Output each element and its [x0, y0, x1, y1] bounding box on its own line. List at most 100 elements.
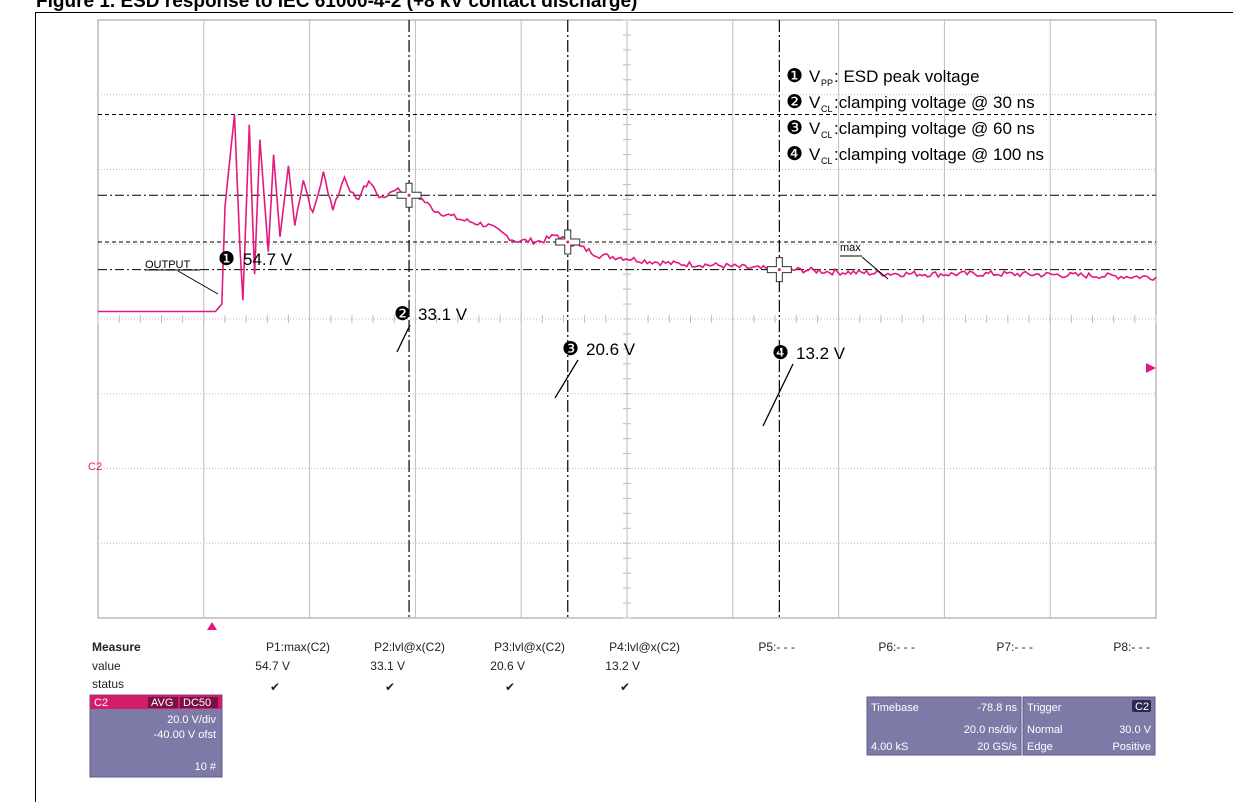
legend-subscript: CL	[821, 130, 833, 140]
cursor-cross-marker	[555, 229, 581, 255]
legend-text: : ESD peak voltage	[834, 67, 980, 86]
measure-column: P6:- - -	[878, 640, 915, 654]
measure-param-value: 20.6 V	[490, 659, 525, 673]
grid	[97, 19, 1157, 619]
measure-status-check: ✔	[270, 680, 280, 694]
cross-center	[566, 240, 570, 244]
measure-param-name: P7:- - -	[996, 640, 1033, 654]
measure-param-value: 13.2 V	[605, 659, 640, 673]
trigger-source: C2	[1135, 701, 1149, 713]
channel-badge-avg-bg	[148, 697, 178, 708]
legend: ❶ V PP : ESD peak voltage ❷ V CL :clampi…	[786, 66, 1044, 166]
callout-leader	[762, 363, 794, 427]
measure-column: P1:max(C2) 54.7 V ✔	[255, 640, 330, 694]
timebase-tdiv: 20.0 ns/div	[964, 724, 1018, 736]
legend-number: ❹	[786, 144, 803, 165]
page-header: Figure 1. ESD response to IEC 61000-4-2 …	[36, 0, 638, 12]
trigger-mode: Normal	[1027, 724, 1062, 736]
callout-2: ❷ 33.1 V	[394, 304, 468, 353]
cross-center	[777, 268, 781, 272]
trigger-level: 30.0 V	[1119, 724, 1151, 736]
legend-item-3: ❸ V CL :clamping voltage @ 60 ns	[786, 118, 1035, 140]
timebase-panel[interactable]: Timebase -78.8 ns 20.0 ns/div 4.00 kS 20…	[866, 696, 1022, 756]
callout-value: 54.7 V	[243, 250, 293, 269]
trigger-panel[interactable]: Trigger C2 Normal 30.0 V Edge Positive	[1022, 696, 1156, 756]
legend-symbol: V	[809, 67, 821, 86]
measure-param-name: P1:max(C2)	[266, 640, 330, 654]
callout-number: ❶	[218, 249, 235, 270]
legend-item-4: ❹ V CL :clamping voltage @ 100 ns	[786, 144, 1044, 166]
figure-frame	[35, 12, 1233, 802]
legend-subscript: CL	[821, 104, 833, 114]
measure-column: P8:- - -	[1113, 640, 1150, 654]
channel-badge-avg: AVG	[151, 697, 173, 709]
measure-param-value: 54.7 V	[255, 659, 290, 673]
channel-vdiv: 20.0 V/div	[167, 714, 216, 726]
callout-4: ❹ 13.2 V	[762, 343, 846, 427]
legend-item-2: ❷ V CL :clamping voltage @ 30 ns	[786, 92, 1035, 114]
measure-row-status-label: status	[92, 677, 124, 691]
legend-number: ❸	[786, 118, 803, 139]
legend-item-1: ❶ V PP : ESD peak voltage	[786, 66, 980, 88]
measure-row-value-label: value	[92, 659, 121, 673]
max-label: max	[840, 242, 861, 254]
legend-subscript: PP	[821, 78, 833, 88]
callout-leader	[554, 359, 579, 399]
timebase-samples: 4.00 kS	[871, 741, 908, 753]
measure-column: P7:- - -	[996, 640, 1033, 654]
measure-status-check: ✔	[505, 680, 515, 694]
reference-lines	[98, 114, 1156, 271]
legend-symbol: V	[809, 119, 821, 138]
callout-leader	[396, 324, 411, 353]
measure-status-check: ✔	[620, 680, 630, 694]
trigger-position-arrow	[207, 622, 217, 630]
timebase-rate: 20 GS/s	[977, 741, 1017, 753]
channel-panel[interactable]: C2 AVG DC50 20.0 V/div -40.00 V ofst 10 …	[89, 694, 223, 778]
cursor-cross-marker	[766, 257, 792, 283]
legend-text: :clamping voltage @ 30 ns	[834, 93, 1035, 112]
channel-badge-dc50-bg	[180, 697, 218, 708]
callout-number: ❷	[394, 304, 411, 325]
channel-count: 10 #	[195, 761, 217, 773]
measure-param-name: P4:lvl@x(C2)	[609, 640, 680, 654]
measure-column: P4:lvl@x(C2) 13.2 V ✔	[605, 640, 680, 694]
measure-param-name: P2:lvl@x(C2)	[374, 640, 445, 654]
legend-symbol: V	[809, 93, 821, 112]
timebase-panel-bg	[866, 696, 1022, 756]
measure-param-name: P5:- - -	[758, 640, 795, 654]
callout-number: ❸	[562, 339, 579, 360]
callout-value: 13.2 V	[796, 344, 846, 363]
measure-title: Measure	[92, 640, 141, 654]
cross-center	[407, 193, 411, 197]
cursor-markers	[396, 182, 792, 283]
trigger-type: Edge	[1027, 741, 1053, 753]
output-leader	[177, 270, 219, 295]
legend-number: ❶	[786, 66, 803, 87]
timebase-delay: -78.8 ns	[977, 702, 1017, 714]
callout-1: ❶ 54.7 V	[218, 249, 293, 270]
measure-table: Measure value status P1:max(C2) 54.7 V ✔ P2…	[92, 640, 1150, 694]
trigger-level-arrow	[1146, 363, 1156, 373]
callout-3: ❸ 20.6 V	[554, 339, 636, 399]
measure-param-name: P6:- - -	[878, 640, 915, 654]
cursor-cross-marker	[396, 182, 422, 208]
measure-column: P3:lvl@x(C2) 20.6 V ✔	[490, 640, 565, 694]
measure-param-name: P8:- - -	[1113, 640, 1150, 654]
legend-number: ❷	[786, 92, 803, 113]
trigger-source-badge	[1132, 700, 1151, 712]
callout-number: ❹	[772, 343, 789, 364]
measure-param-value: 33.1 V	[370, 659, 405, 673]
channel-panel-name: C2	[94, 697, 108, 709]
callout-value: 33.1 V	[418, 305, 468, 324]
channel-offset: -40.00 V ofst	[154, 729, 216, 741]
legend-text: :clamping voltage @ 100 ns	[834, 145, 1044, 164]
legend-subscript: CL	[821, 156, 833, 166]
timebase-title: Timebase	[871, 702, 919, 714]
measure-columns: P1:max(C2)54.7 V✔P2:lvl@x(C2)33.1 V✔P3:l…	[255, 640, 1150, 694]
measure-param-name: P3:lvl@x(C2)	[494, 640, 565, 654]
legend-symbol: V	[809, 145, 821, 164]
measure-status-check: ✔	[385, 680, 395, 694]
trigger-slope: Positive	[1112, 741, 1151, 753]
channel-badge-dc50: DC50	[183, 697, 211, 709]
